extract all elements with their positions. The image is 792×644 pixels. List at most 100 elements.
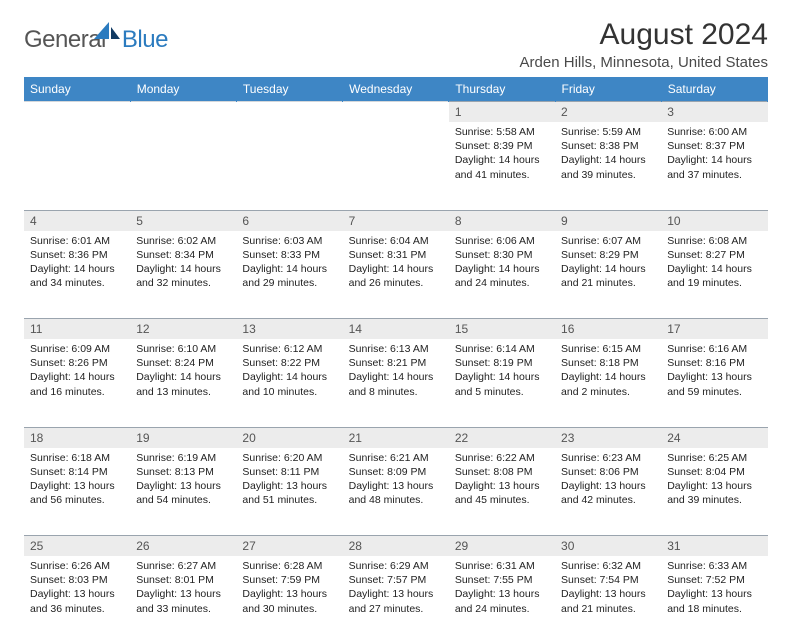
day-number-cell: 10 xyxy=(661,210,767,231)
day-number-cell: 13 xyxy=(236,319,342,340)
sunrise-line: Sunrise: 6:21 AM xyxy=(349,451,443,465)
day-content-cell: Sunrise: 6:19 AMSunset: 8:13 PMDaylight:… xyxy=(130,448,236,536)
sunrise-line: Sunrise: 6:25 AM xyxy=(667,451,761,465)
day-content-cell: Sunrise: 6:18 AMSunset: 8:14 PMDaylight:… xyxy=(24,448,130,536)
day-number-cell: 31 xyxy=(661,536,767,557)
day-number-cell: 23 xyxy=(555,427,661,448)
sunrise-line: Sunrise: 6:01 AM xyxy=(30,234,124,248)
day-content-cell: Sunrise: 6:16 AMSunset: 8:16 PMDaylight:… xyxy=(661,339,767,427)
sunset-line: Sunset: 8:34 PM xyxy=(136,248,230,262)
day-content-cell: Sunrise: 6:02 AMSunset: 8:34 PMDaylight:… xyxy=(130,231,236,319)
day-content-cell: Sunrise: 6:21 AMSunset: 8:09 PMDaylight:… xyxy=(343,448,449,536)
sunset-line: Sunset: 8:27 PM xyxy=(667,248,761,262)
daylight-line: Daylight: 14 hours and 10 minutes. xyxy=(242,370,336,398)
weekday-header: Saturday xyxy=(661,77,767,102)
day-number-cell: 2 xyxy=(555,102,661,123)
daylight-line: Daylight: 13 hours and 51 minutes. xyxy=(242,479,336,507)
day-content-cell: Sunrise: 6:29 AMSunset: 7:57 PMDaylight:… xyxy=(343,556,449,644)
sunset-line: Sunset: 8:01 PM xyxy=(136,573,230,587)
day-content-row: Sunrise: 5:58 AMSunset: 8:39 PMDaylight:… xyxy=(24,122,768,210)
day-number-cell: 1 xyxy=(449,102,555,123)
day-content-cell: Sunrise: 6:04 AMSunset: 8:31 PMDaylight:… xyxy=(343,231,449,319)
day-content-cell: Sunrise: 6:26 AMSunset: 8:03 PMDaylight:… xyxy=(24,556,130,644)
day-number-cell: 12 xyxy=(130,319,236,340)
daylight-line: Daylight: 14 hours and 8 minutes. xyxy=(349,370,443,398)
location-subtitle: Arden Hills, Minnesota, United States xyxy=(520,54,768,71)
day-number-cell: 15 xyxy=(449,319,555,340)
sunset-line: Sunset: 7:59 PM xyxy=(242,573,336,587)
sunrise-line: Sunrise: 6:22 AM xyxy=(455,451,549,465)
day-number-cell: 4 xyxy=(24,210,130,231)
day-content-row: Sunrise: 6:01 AMSunset: 8:36 PMDaylight:… xyxy=(24,231,768,319)
day-number-cell: 16 xyxy=(555,319,661,340)
sunset-line: Sunset: 8:19 PM xyxy=(455,356,549,370)
daylight-line: Daylight: 13 hours and 56 minutes. xyxy=(30,479,124,507)
day-number-cell: 30 xyxy=(555,536,661,557)
sunset-line: Sunset: 8:21 PM xyxy=(349,356,443,370)
sunrise-line: Sunrise: 6:31 AM xyxy=(455,559,549,573)
day-content-cell: Sunrise: 6:12 AMSunset: 8:22 PMDaylight:… xyxy=(236,339,342,427)
sunrise-line: Sunrise: 6:28 AM xyxy=(242,559,336,573)
sunrise-line: Sunrise: 6:29 AM xyxy=(349,559,443,573)
day-content-cell: Sunrise: 5:59 AMSunset: 8:38 PMDaylight:… xyxy=(555,122,661,210)
day-number-cell: 29 xyxy=(449,536,555,557)
sunrise-line: Sunrise: 6:19 AM xyxy=(136,451,230,465)
day-number-cell xyxy=(130,102,236,123)
sunrise-line: Sunrise: 6:26 AM xyxy=(30,559,124,573)
day-number-row: 18192021222324 xyxy=(24,427,768,448)
day-number-cell: 28 xyxy=(343,536,449,557)
day-content-cell: Sunrise: 6:07 AMSunset: 8:29 PMDaylight:… xyxy=(555,231,661,319)
sunrise-line: Sunrise: 6:15 AM xyxy=(561,342,655,356)
daylight-line: Daylight: 13 hours and 54 minutes. xyxy=(136,479,230,507)
day-number-row: 11121314151617 xyxy=(24,319,768,340)
day-number-cell xyxy=(236,102,342,123)
sunset-line: Sunset: 8:38 PM xyxy=(561,139,655,153)
day-number-cell: 22 xyxy=(449,427,555,448)
sunset-line: Sunset: 8:29 PM xyxy=(561,248,655,262)
sunset-line: Sunset: 8:18 PM xyxy=(561,356,655,370)
day-number-cell: 27 xyxy=(236,536,342,557)
daylight-line: Daylight: 14 hours and 41 minutes. xyxy=(455,153,549,181)
sunrise-line: Sunrise: 6:02 AM xyxy=(136,234,230,248)
sunset-line: Sunset: 8:11 PM xyxy=(242,465,336,479)
sunset-line: Sunset: 8:22 PM xyxy=(242,356,336,370)
sunrise-line: Sunrise: 6:32 AM xyxy=(561,559,655,573)
daylight-line: Daylight: 14 hours and 5 minutes. xyxy=(455,370,549,398)
day-content-cell: Sunrise: 6:01 AMSunset: 8:36 PMDaylight:… xyxy=(24,231,130,319)
daylight-line: Daylight: 14 hours and 13 minutes. xyxy=(136,370,230,398)
day-content-cell xyxy=(24,122,130,210)
sunrise-line: Sunrise: 6:27 AM xyxy=(136,559,230,573)
sunset-line: Sunset: 7:52 PM xyxy=(667,573,761,587)
day-number-row: 45678910 xyxy=(24,210,768,231)
day-number-row: 25262728293031 xyxy=(24,536,768,557)
daylight-line: Daylight: 14 hours and 16 minutes. xyxy=(30,370,124,398)
sunset-line: Sunset: 8:26 PM xyxy=(30,356,124,370)
sunset-line: Sunset: 8:04 PM xyxy=(667,465,761,479)
sunrise-line: Sunrise: 6:18 AM xyxy=(30,451,124,465)
day-content-cell: Sunrise: 6:20 AMSunset: 8:11 PMDaylight:… xyxy=(236,448,342,536)
sunset-line: Sunset: 8:08 PM xyxy=(455,465,549,479)
day-content-cell: Sunrise: 6:25 AMSunset: 8:04 PMDaylight:… xyxy=(661,448,767,536)
day-number-cell: 6 xyxy=(236,210,342,231)
sunset-line: Sunset: 7:55 PM xyxy=(455,573,549,587)
day-content-cell: Sunrise: 6:13 AMSunset: 8:21 PMDaylight:… xyxy=(343,339,449,427)
daylight-line: Daylight: 13 hours and 42 minutes. xyxy=(561,479,655,507)
day-number-cell: 19 xyxy=(130,427,236,448)
sunrise-line: Sunrise: 6:16 AM xyxy=(667,342,761,356)
sunrise-line: Sunrise: 6:06 AM xyxy=(455,234,549,248)
logo-text-blue: Blue xyxy=(122,26,168,54)
daylight-line: Daylight: 13 hours and 30 minutes. xyxy=(242,587,336,615)
weekday-header: Monday xyxy=(130,77,236,102)
weekday-header: Sunday xyxy=(24,77,130,102)
day-number-cell: 18 xyxy=(24,427,130,448)
title-block: August 2024 Arden Hills, Minnesota, Unit… xyxy=(520,18,768,71)
day-number-cell: 25 xyxy=(24,536,130,557)
daylight-line: Daylight: 13 hours and 45 minutes. xyxy=(455,479,549,507)
sunrise-line: Sunrise: 6:10 AM xyxy=(136,342,230,356)
sunset-line: Sunset: 8:06 PM xyxy=(561,465,655,479)
sunrise-line: Sunrise: 6:33 AM xyxy=(667,559,761,573)
sunrise-line: Sunrise: 6:08 AM xyxy=(667,234,761,248)
day-content-cell xyxy=(343,122,449,210)
sunset-line: Sunset: 8:16 PM xyxy=(667,356,761,370)
sunset-line: Sunset: 8:30 PM xyxy=(455,248,549,262)
